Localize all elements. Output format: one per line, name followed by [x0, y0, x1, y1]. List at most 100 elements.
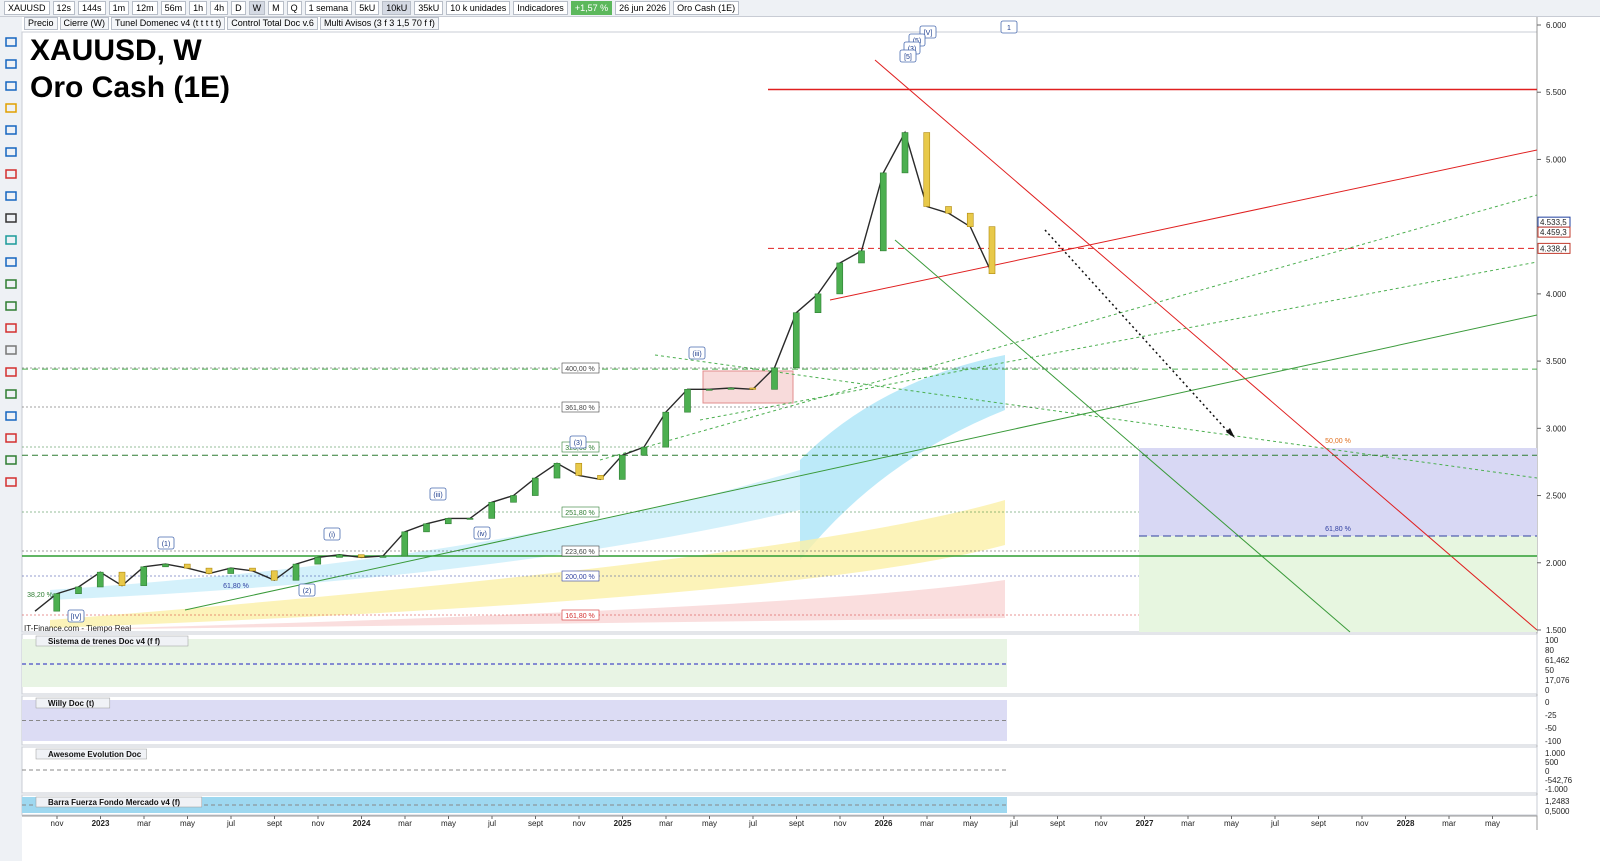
interval-button[interactable]: 12m: [132, 1, 158, 15]
interval-button[interactable]: Q: [286, 1, 302, 15]
pane-axis-label: -100: [1545, 737, 1562, 746]
interval-button[interactable]: W: [248, 1, 266, 15]
fib-label-box: [561, 545, 600, 557]
tool-icon[interactable]: [5, 37, 17, 47]
study-tag[interactable]: Tunel Domenec v4 (t t t t t): [111, 17, 226, 30]
tool-icon[interactable]: [5, 477, 17, 487]
wave-box: [323, 527, 341, 541]
fib-label-box: [561, 570, 600, 582]
candle: [270, 570, 278, 581]
candle: [140, 566, 148, 586]
y-tick-label: 2.000: [1546, 559, 1567, 568]
wave-label: (i): [329, 532, 335, 539]
candle: [836, 262, 844, 295]
x-tick-label: 2027: [1136, 819, 1154, 828]
symbol-select[interactable]: XAUUSD: [4, 1, 50, 15]
x-tick-label: nov: [312, 819, 325, 828]
candle: [771, 367, 778, 390]
cloud: [50, 580, 1005, 630]
wave-label: (iii): [692, 351, 701, 358]
x-tick-label: may: [963, 819, 978, 828]
interval-button[interactable]: M: [268, 1, 284, 15]
date[interactable]: 26 jun 2026: [615, 1, 671, 15]
y-tick-label: 6.000: [1546, 21, 1567, 30]
interval-button[interactable]: 12s: [52, 1, 76, 15]
x-tick-label: nov: [834, 819, 847, 828]
tool-icon[interactable]: [5, 235, 17, 245]
change-badge[interactable]: +1,57 %: [570, 1, 613, 15]
interval-button[interactable]: D: [231, 1, 246, 15]
tool-icon[interactable]: [5, 323, 17, 333]
tool-icon[interactable]: [5, 411, 17, 421]
fib-label-box: [561, 609, 600, 621]
y-tick-label: 5.500: [1546, 88, 1567, 97]
tool-icon[interactable]: [5, 279, 17, 289]
unit-button[interactable]: 10kU: [382, 1, 412, 15]
wave-box: [1000, 20, 1018, 34]
interval-button[interactable]: 1h: [189, 1, 208, 15]
toolbar: XAUUSD 12s 144s 1m 12m 56m 1h 4h D W M Q 1 semana 5kU…: [0, 0, 1600, 17]
interval-button[interactable]: 1m: [108, 1, 130, 15]
study-tag[interactable]: Control Total Doc v.6: [227, 17, 318, 30]
tool-icon[interactable]: [5, 389, 17, 399]
candle: [553, 462, 561, 479]
trend-line: [184, 314, 1538, 611]
candle: [879, 172, 887, 252]
candle: [814, 293, 822, 313]
tool-icon[interactable]: [5, 213, 17, 223]
candle: [966, 212, 974, 227]
study-tag[interactable]: Cierre (W): [59, 17, 110, 30]
tool-icon[interactable]: [5, 301, 17, 311]
interval-button[interactable]: 144s: [78, 1, 106, 15]
tool-icon[interactable]: [5, 59, 17, 69]
interval-button[interactable]: 4h: [210, 1, 229, 15]
x-tick-label: 2026: [875, 819, 893, 828]
x-tick-label: 2024: [353, 819, 371, 828]
x-tick-label: nov: [51, 819, 64, 828]
unit-button[interactable]: 5kU: [355, 1, 380, 15]
tool-icon[interactable]: [5, 125, 17, 135]
tool-icon[interactable]: [5, 169, 17, 179]
pane-label: Barra Fuerza Fondo Mercado v4 (f): [48, 798, 180, 807]
wave-label: (3): [908, 46, 917, 53]
target-zone: [1139, 448, 1537, 536]
fib-label: 323,60 %: [565, 445, 595, 452]
pane-axis-label: 100: [1545, 636, 1559, 645]
wave-label: (3): [574, 440, 583, 447]
indicators-button[interactable]: Indicadores: [513, 1, 568, 15]
candle: [662, 411, 670, 448]
fib-label: 251,80 %: [565, 510, 595, 517]
fib-label-box: [561, 401, 600, 413]
tool-icon[interactable]: [5, 367, 17, 377]
tool-icon[interactable]: [5, 257, 17, 267]
tool-icon[interactable]: [5, 103, 17, 113]
pane-axis-label: 500: [1545, 758, 1559, 767]
tool-icon[interactable]: [5, 455, 17, 465]
x-tick-label: 2023: [92, 819, 110, 828]
fib-label: 38,20 %: [27, 592, 53, 599]
candle: [510, 495, 517, 503]
candle: [749, 387, 757, 390]
x-tick-label: mar: [137, 819, 151, 828]
tool-icon[interactable]: [5, 81, 17, 91]
pane-label-box: [35, 796, 203, 808]
tool-icon[interactable]: [5, 433, 17, 443]
candle: [901, 132, 909, 174]
unit-button[interactable]: 35kU: [414, 1, 444, 15]
interval-button[interactable]: 56m: [160, 1, 187, 15]
pane-axis-label: 61,462: [1545, 656, 1570, 665]
chart-subtitle: Oro Cash (1E): [30, 71, 230, 104]
candle: [183, 563, 191, 569]
fib-label: 400,00 %: [565, 366, 595, 373]
cloud: [50, 500, 1005, 628]
tool-icon[interactable]: [5, 191, 17, 201]
study-tag[interactable]: Multi Avisos (3 f 3 1,5 70 f f): [319, 17, 439, 30]
unit-select[interactable]: 10 k unidades: [446, 1, 511, 15]
candle: [988, 226, 996, 275]
tool-icon[interactable]: [5, 345, 17, 355]
period-select[interactable]: 1 semana: [304, 1, 353, 15]
instrument[interactable]: Oro Cash (1E): [673, 1, 740, 15]
study-tag[interactable]: Precio: [24, 17, 58, 30]
tool-icon[interactable]: [5, 147, 17, 157]
wave-label: 1: [1007, 25, 1011, 32]
